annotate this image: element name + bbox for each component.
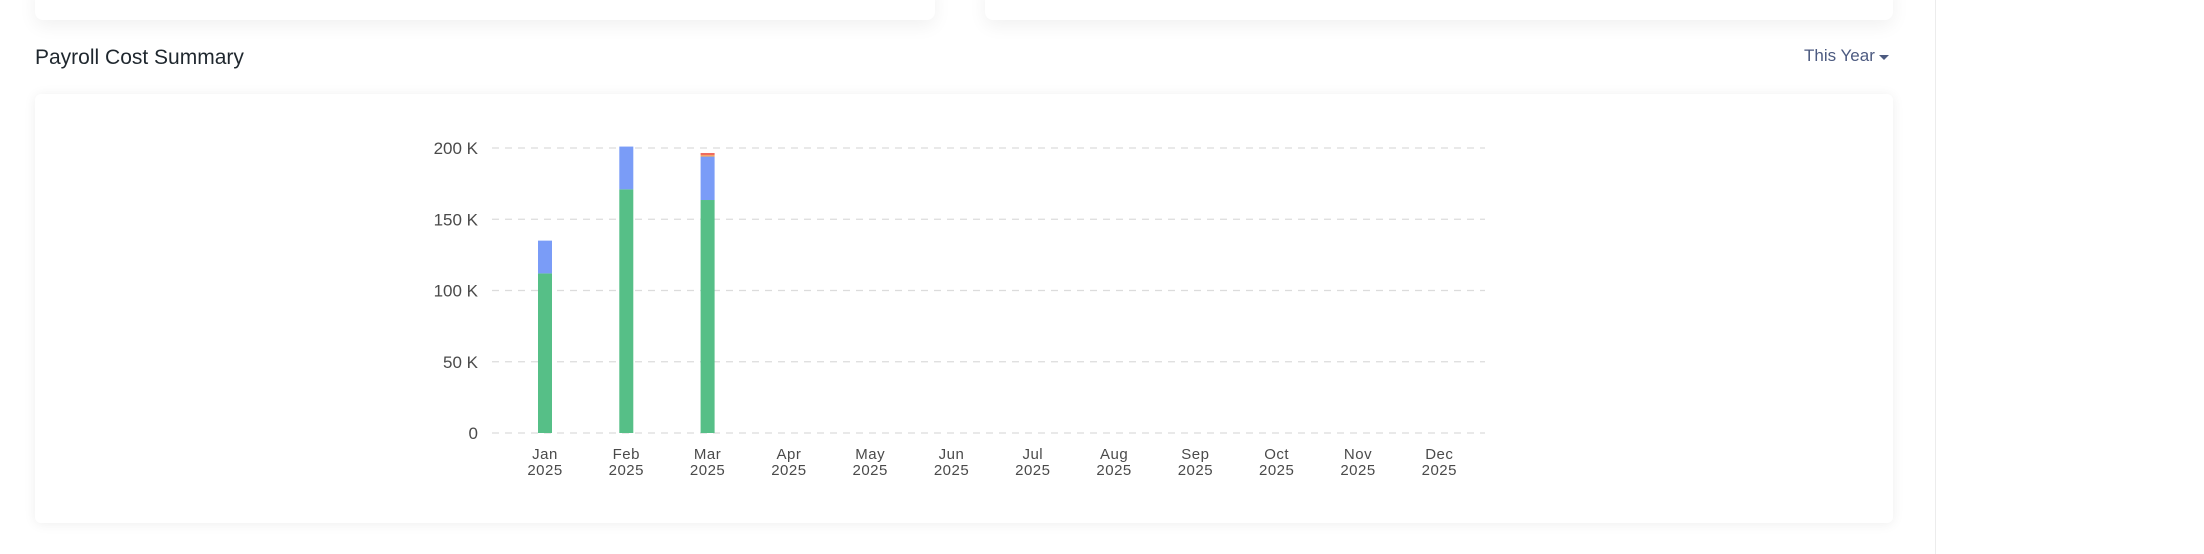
bar-segment: [700, 152, 715, 156]
x-tick-label: May: [855, 446, 885, 463]
x-tick-label: Dec: [1425, 446, 1453, 463]
x-tick-label: Mar: [694, 446, 721, 463]
x-tick-year: 2025: [1178, 462, 1213, 479]
x-tick-year: 2025: [1422, 462, 1457, 479]
x-tick-year: 2025: [1096, 462, 1131, 479]
x-tick-year: 2025: [1015, 462, 1050, 479]
x-tick-year: 2025: [771, 462, 806, 479]
x-tick-label: Apr: [776, 446, 801, 463]
bar-segment: [538, 273, 552, 433]
y-tick-label: 100 K: [434, 282, 479, 301]
y-tick-label: 0: [469, 424, 478, 443]
x-tick-label: Sep: [1181, 446, 1209, 463]
y-tick-label: 150 K: [434, 210, 479, 229]
caret-down-icon: [1878, 54, 1889, 60]
x-tick-label: Aug: [1100, 446, 1128, 463]
y-tick-label: 200 K: [434, 139, 479, 158]
x-tick-year: 2025: [934, 462, 969, 479]
bar-segment: [700, 200, 715, 433]
x-tick-year: 2025: [853, 462, 888, 479]
x-tick-label: Jan: [532, 446, 558, 463]
top-card-left: [35, 0, 935, 20]
x-tick-year: 2025: [609, 462, 644, 479]
period-label: This Year: [1804, 46, 1875, 65]
x-tick-label: Nov: [1344, 446, 1372, 463]
x-tick-year: 2025: [1340, 462, 1375, 479]
x-tick-year: 2025: [527, 462, 562, 479]
x-tick-label: Jun: [939, 446, 965, 463]
x-tick-year: 2025: [1259, 462, 1294, 479]
top-card-right: [985, 0, 1893, 20]
sidebar-divider: [1935, 0, 1936, 554]
bar-segment: [619, 146, 634, 190]
bar-segment: [700, 156, 715, 201]
page-title: Payroll Cost Summary: [35, 46, 244, 69]
bar-segment: [700, 155, 715, 157]
x-tick-year: 2025: [690, 462, 725, 479]
x-tick-label: Feb: [613, 446, 640, 463]
bar-segment: [619, 189, 634, 433]
x-tick-label: Jul: [1022, 446, 1043, 463]
x-tick-label: Oct: [1264, 446, 1289, 463]
bar-segment: [538, 240, 552, 274]
chart-card: [35, 94, 1893, 523]
period-dropdown[interactable]: This Year: [1804, 46, 1889, 66]
y-tick-label: 50 K: [443, 353, 479, 372]
